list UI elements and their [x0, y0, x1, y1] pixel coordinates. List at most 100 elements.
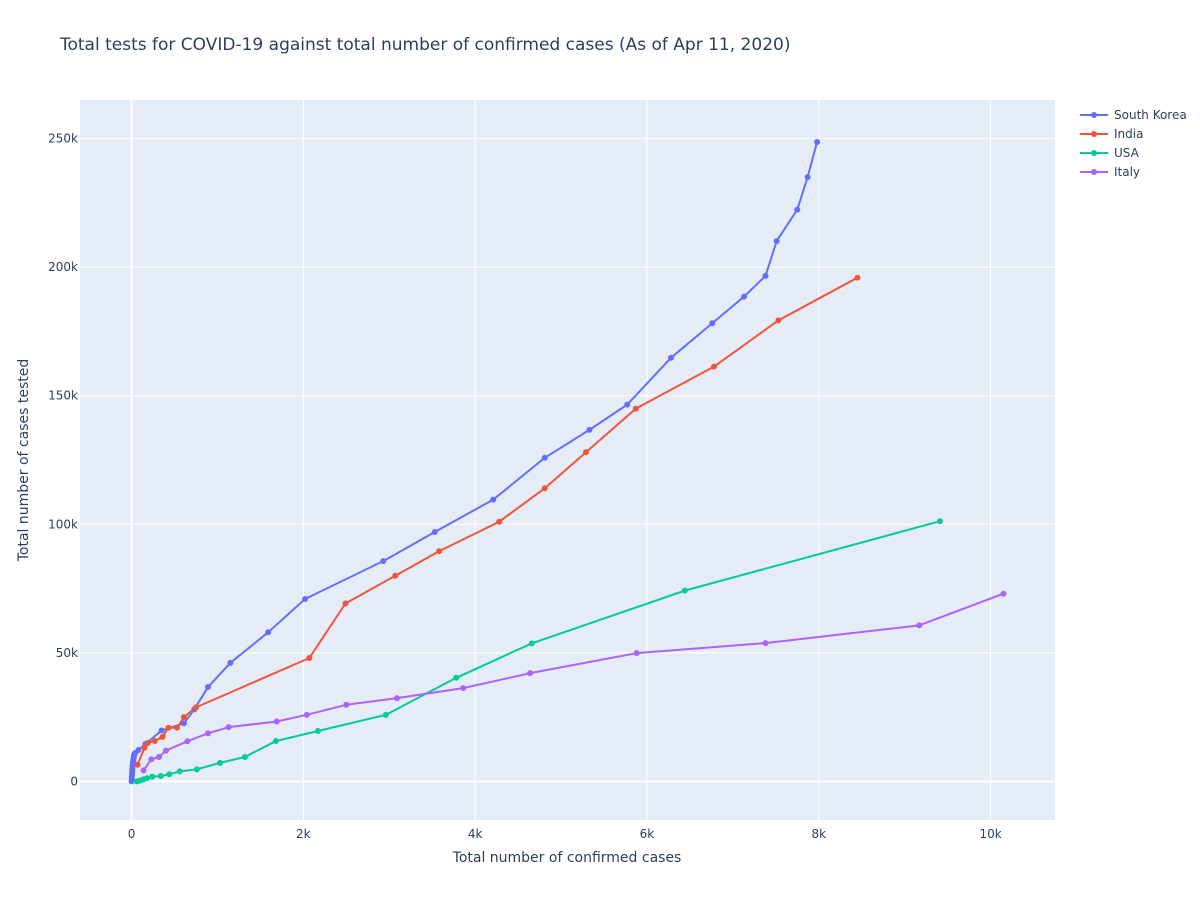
data-point-usa — [241, 754, 248, 760]
data-point-usa — [149, 773, 156, 780]
y-tick-label: 250k — [48, 132, 78, 146]
series-italy — [140, 590, 1007, 774]
data-point-italy — [343, 701, 350, 708]
data-point-italy — [393, 695, 400, 702]
legend-swatch-marker — [1091, 150, 1097, 156]
y-tick-label: 150k — [48, 389, 78, 403]
data-point-usa — [166, 771, 173, 778]
data-point-italy — [916, 622, 923, 629]
legend-label: USA — [1114, 146, 1140, 160]
data-point-south-korea — [586, 426, 593, 433]
data-point-india — [496, 518, 503, 525]
legend-swatch-marker — [1091, 169, 1097, 175]
grid-layer — [80, 100, 1055, 820]
data-point-india — [392, 572, 399, 579]
series-india — [134, 274, 861, 768]
x-tick-label: 0 — [128, 827, 136, 841]
data-point-india — [342, 600, 349, 607]
data-point-italy — [162, 747, 169, 754]
data-point-india — [159, 733, 166, 740]
data-point-india — [174, 724, 181, 731]
legend-label: India — [1114, 127, 1143, 141]
data-point-italy — [633, 650, 640, 657]
legend-item-italy[interactable]: Italy — [1080, 165, 1140, 179]
data-point-italy — [205, 730, 211, 737]
data-point-italy — [527, 670, 534, 677]
series-south-korea — [128, 139, 821, 785]
data-point-italy — [156, 754, 163, 760]
data-point-india — [144, 739, 151, 746]
legend-swatch-marker — [1091, 112, 1097, 118]
data-point-india — [710, 363, 717, 370]
chart-title: Total tests for COVID-19 against total n… — [59, 35, 790, 55]
data-point-india — [541, 485, 548, 492]
data-point-italy — [460, 685, 467, 692]
data-point-south-korea — [431, 529, 438, 536]
data-point-south-korea — [773, 238, 780, 245]
data-point-italy — [225, 724, 232, 731]
data-point-india — [165, 724, 172, 731]
data-point-south-korea — [741, 293, 748, 300]
data-point-south-korea — [814, 139, 821, 146]
x-tick-label: 6k — [640, 827, 655, 841]
data-point-south-korea — [180, 720, 187, 727]
data-point-south-korea — [668, 354, 675, 361]
y-tick-label: 50k — [56, 646, 78, 660]
data-point-india — [775, 317, 782, 324]
data-point-south-korea — [541, 454, 548, 461]
data-point-usa — [453, 674, 460, 681]
x-tick-label: 8k — [811, 827, 826, 841]
data-point-usa — [176, 768, 183, 775]
data-point-south-korea — [227, 659, 234, 666]
data-point-usa — [314, 728, 321, 735]
data-point-usa — [528, 640, 535, 647]
x-tick-label: 2k — [296, 827, 311, 841]
data-point-india — [854, 274, 861, 281]
data-point-india — [632, 405, 639, 412]
data-point-usa — [681, 587, 688, 594]
series-layer — [128, 139, 1007, 785]
legend-label: Italy — [1114, 165, 1140, 179]
data-point-italy — [148, 756, 155, 763]
data-point-south-korea — [302, 596, 309, 603]
y-axis-title: Total number of cases tested — [16, 359, 32, 563]
data-point-south-korea — [158, 727, 165, 734]
legend-swatch-marker — [1091, 131, 1097, 137]
y-tick-label: 0 — [70, 774, 78, 788]
y-tick-label: 100k — [48, 517, 78, 531]
data-point-south-korea — [709, 320, 716, 327]
data-point-italy — [762, 640, 769, 647]
x-tick-label: 10k — [979, 827, 1001, 841]
data-point-india — [582, 449, 589, 456]
data-point-italy — [1000, 590, 1007, 597]
data-point-south-korea — [804, 174, 811, 181]
data-point-italy — [140, 767, 147, 774]
data-point-italy — [303, 711, 310, 718]
legend-item-india[interactable]: India — [1080, 127, 1143, 141]
legend[interactable]: South Korea India USA Italy — [1080, 108, 1187, 179]
series-usa — [133, 518, 943, 785]
plot-background — [80, 100, 1055, 820]
data-point-india — [141, 744, 148, 751]
data-point-usa — [272, 738, 279, 745]
tick-layer: 0 2k 4k 6k 8k 10k 0 50k 100k 150k 200k 250k — [48, 132, 1002, 841]
data-point-south-korea — [794, 206, 801, 213]
data-point-india — [134, 761, 141, 768]
data-point-italy — [273, 718, 280, 725]
data-point-india — [436, 548, 443, 555]
data-point-south-korea — [205, 684, 211, 691]
data-point-usa — [382, 711, 389, 718]
legend-item-usa[interactable]: USA — [1080, 146, 1140, 160]
x-axis-title: Total number of confirmed cases — [452, 850, 682, 866]
data-point-south-korea — [490, 496, 497, 503]
data-point-india — [151, 738, 158, 745]
data-point-south-korea — [265, 629, 272, 636]
data-point-india — [180, 714, 187, 721]
data-point-usa — [217, 759, 224, 766]
x-tick-label: 4k — [468, 827, 483, 841]
data-point-south-korea — [624, 401, 631, 408]
data-point-usa — [144, 775, 150, 782]
data-point-usa — [157, 773, 164, 780]
legend-item-south-korea[interactable]: South Korea — [1080, 108, 1187, 122]
